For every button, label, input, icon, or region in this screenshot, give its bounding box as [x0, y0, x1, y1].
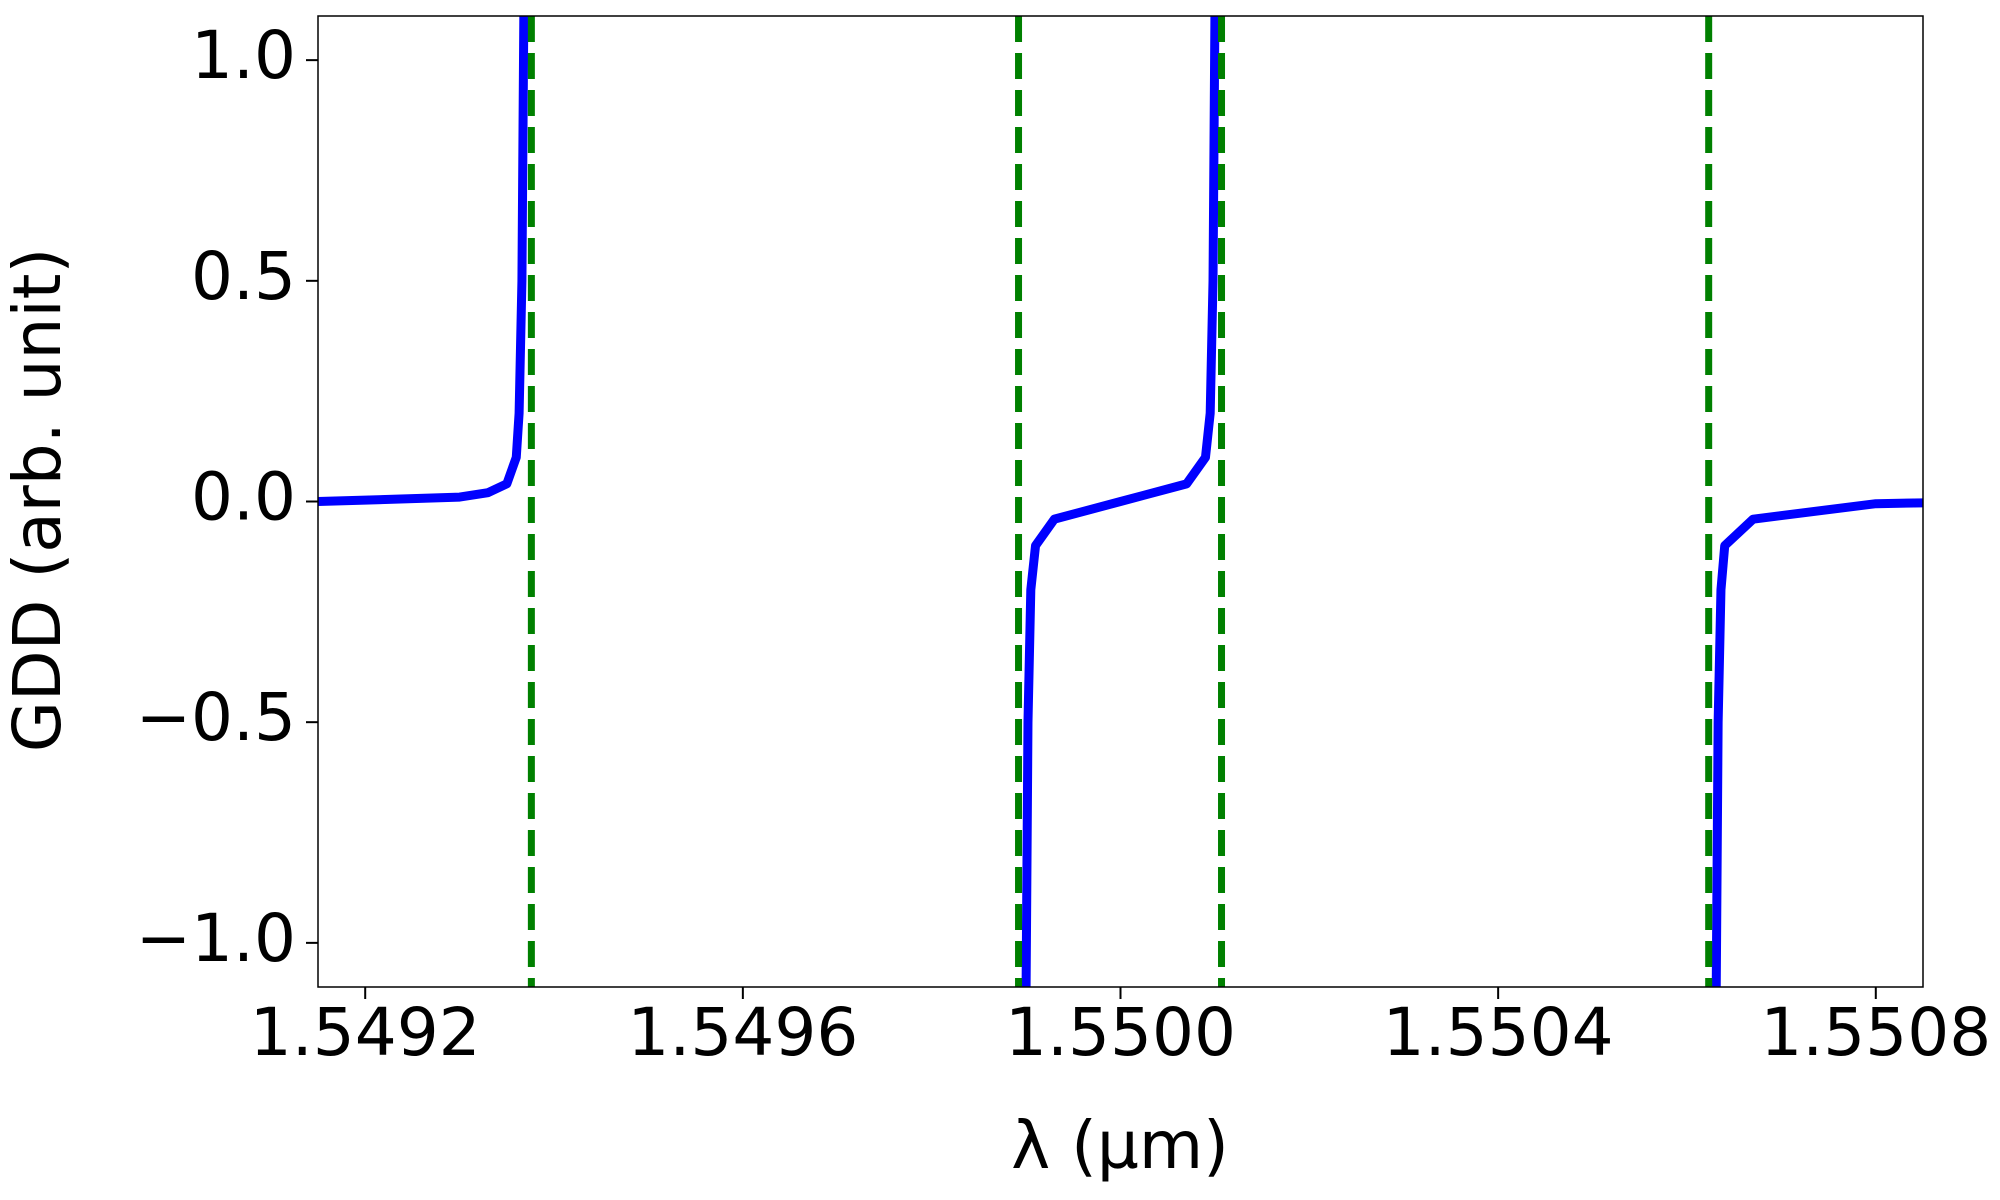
y-axis-label: GDD (arb. unit)	[0, 248, 76, 753]
data-line	[318, 16, 1923, 987]
y-tick-label: 0.0	[191, 459, 296, 536]
plot-frame	[317, 15, 1924, 988]
x-tick-label: 1.5508	[1760, 994, 1991, 1071]
x-tick-label: 1.5496	[627, 994, 858, 1071]
x-tick-label: 1.5504	[1383, 994, 1614, 1071]
x-tick-label: 1.5492	[250, 994, 481, 1071]
y-tick-label: 0.5	[191, 238, 296, 315]
x-tick-label: 1.5500	[1005, 994, 1236, 1071]
x-axis-label: λ (µm)	[1011, 1107, 1229, 1184]
y-tick-label: 1.0	[191, 17, 296, 94]
y-tick-label: −1.0	[136, 900, 296, 977]
y-tick-label: −0.5	[136, 679, 296, 756]
plot-area	[318, 16, 1923, 987]
